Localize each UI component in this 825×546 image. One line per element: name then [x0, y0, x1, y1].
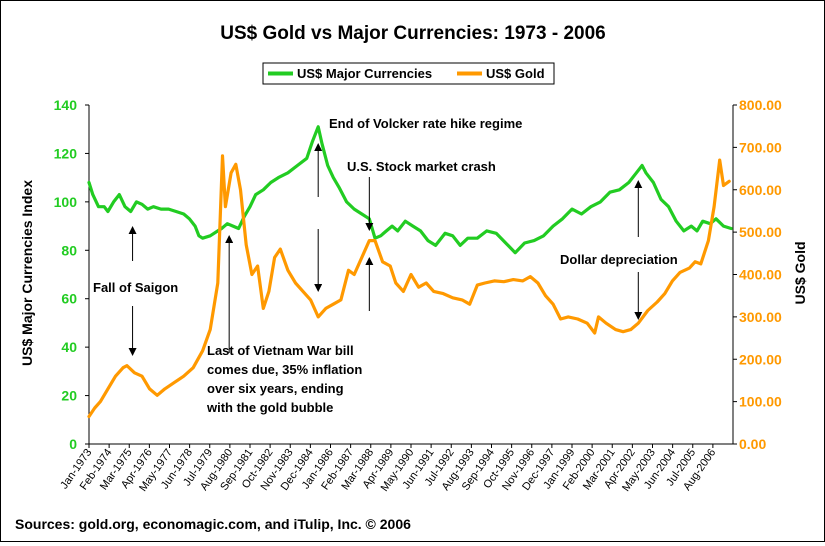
sources-footer: Sources: gold.org, economagic.com, and i… [15, 516, 411, 532]
y2-tick-label: 400.00 [739, 267, 782, 283]
y2-tick-label: 600.00 [739, 182, 782, 198]
y-axis-label: US$ Major Currencies Index [19, 180, 35, 366]
y2-tick-label: 800.00 [739, 97, 782, 113]
annotation-label: Fall of Saigon [93, 280, 178, 295]
y2-tick-label: 200.00 [739, 351, 782, 367]
y-tick-label: 60 [61, 291, 77, 307]
legend-box [262, 62, 555, 85]
y-tick-label: 120 [54, 145, 78, 161]
y2-axis-label: US$ Gold [792, 241, 808, 304]
y-tick-label: 140 [54, 97, 78, 113]
annotation-label: U.S. Stock market crash [347, 159, 496, 174]
legend: US$ Major Currencies US$ Gold [262, 62, 555, 85]
y-tick-label: 100 [54, 194, 78, 210]
y2-tick-label: 0.00 [739, 436, 766, 452]
y-tick-label: 80 [61, 242, 77, 258]
y2-tick-label: 500.00 [739, 224, 782, 240]
annotation-label: Last of Vietnam War bill [207, 343, 354, 358]
y2-tick-label: 700.00 [739, 139, 782, 155]
annotation-label: over six years, ending [207, 381, 344, 396]
annotation-label: with the gold bubble [206, 400, 333, 415]
y2-tick-label: 300.00 [739, 309, 782, 325]
annotation-label: Dollar depreciation [560, 252, 678, 267]
y-tick-label: 40 [61, 339, 77, 355]
legend-label-currencies: US$ Major Currencies [297, 66, 432, 81]
y2-tick-label: 100.00 [739, 394, 782, 410]
y-tick-label: 0 [69, 436, 77, 452]
chart-title: US$ Gold vs Major Currencies: 1973 - 200… [220, 23, 605, 44]
y-tick-label: 20 [61, 388, 77, 404]
series-line-gold [87, 154, 731, 419]
axes: 0 20 40 60 80 100 120 140 0.00 100.00 200.00 300.00… [54, 97, 782, 494]
annotations: End of Volcker rate hike regime U.S. Stoc… [93, 116, 678, 415]
annotation-label: comes due, 35% inflation [207, 362, 362, 377]
series-line-currencies [87, 125, 733, 255]
annotation-label: End of Volcker rate hike regime [329, 116, 522, 131]
legend-label-gold: US$ Gold [486, 66, 545, 81]
